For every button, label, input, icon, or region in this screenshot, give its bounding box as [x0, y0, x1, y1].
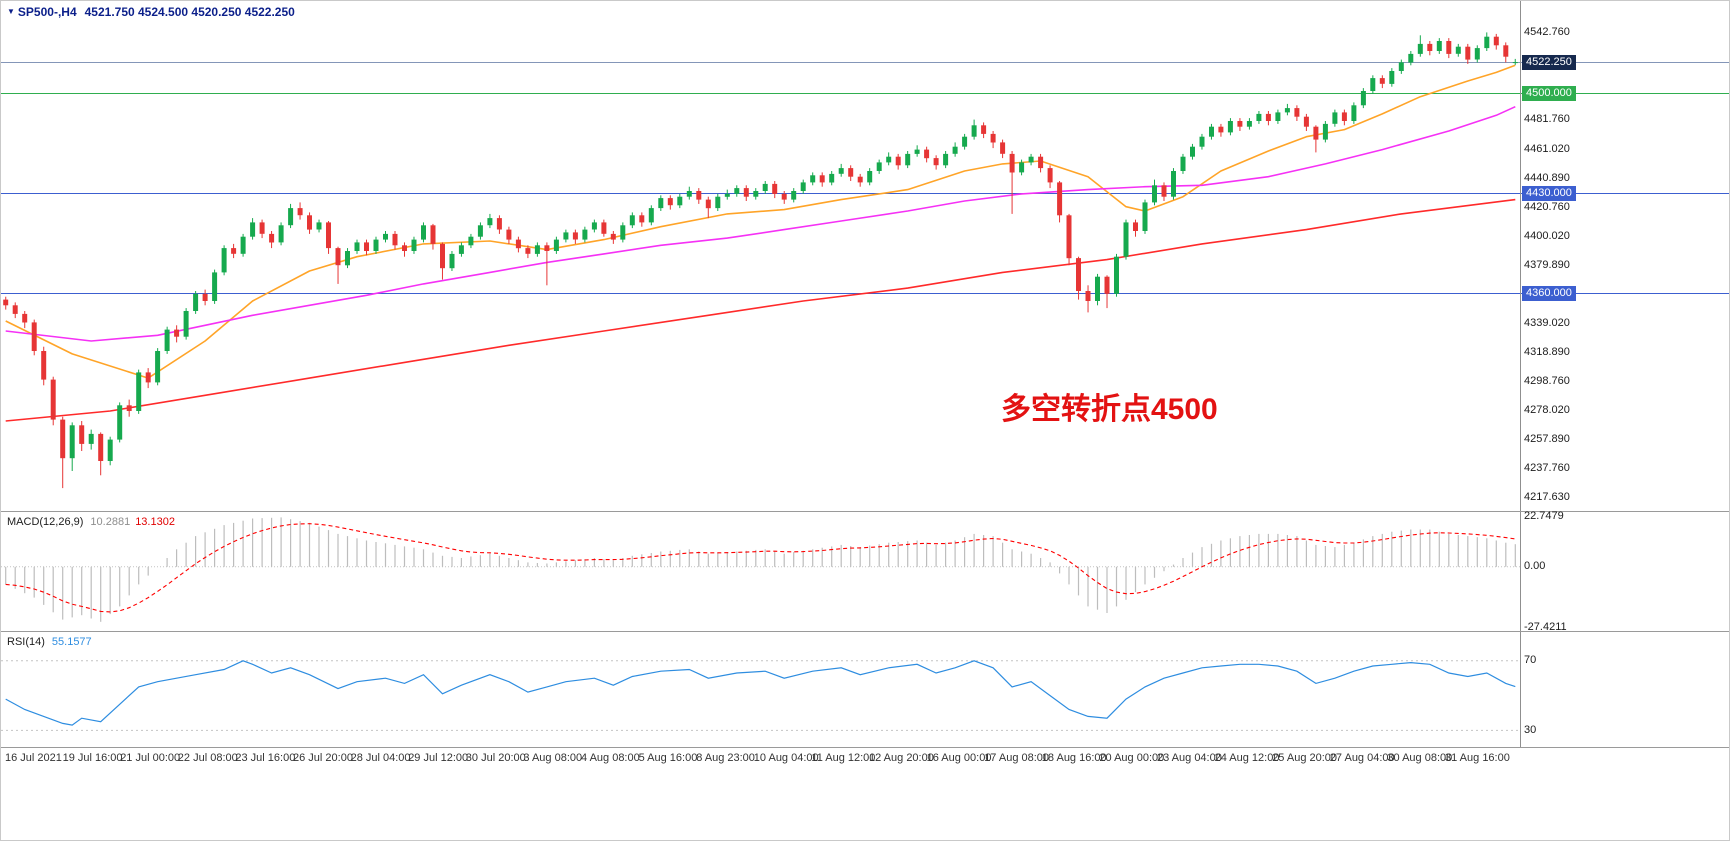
price-tag-4360.000: 4360.000	[1522, 286, 1576, 302]
price-tag-4500.000: 4500.000	[1522, 86, 1576, 102]
time-axis-label: 30 Aug 08:00	[1387, 752, 1453, 764]
rsi-level-label: 70	[1524, 654, 1537, 667]
overlay-ma-slow-red	[5, 198, 1516, 422]
panel-separator[interactable]	[1, 511, 1729, 512]
symbol-marker-icon: ▼	[7, 7, 15, 16]
price-scale-tick: 4481.760	[1524, 113, 1570, 126]
price-tag-4522.250: 4522.250	[1522, 54, 1576, 70]
chart-annotation[interactable]: 多空转折点4500	[1001, 393, 1218, 426]
price-scale-tick: 4542.760	[1524, 26, 1570, 39]
symbol-period-label: SP500-,H4	[17, 5, 77, 19]
price-scale-tick: 4440.890	[1524, 171, 1570, 184]
time-axis-label: 23 Jul 16:00	[235, 752, 296, 764]
rsi-plot-svg[interactable]	[1, 633, 1520, 746]
macd-plot-svg[interactable]	[1, 513, 1520, 631]
symbol-info: ▼ SP500-,H4 4521.750 4524.500 4520.250 452…	[7, 5, 295, 19]
overlay-ma-fast-orange	[5, 64, 1516, 379]
time-axis-label: 11 Aug 12:00	[811, 752, 876, 764]
ohlc-values: 4521.750 4524.500 4520.250 4522.250	[84, 5, 295, 19]
time-axis-label: 30 Jul 20:00	[465, 752, 526, 764]
time-axis-label: 29 Jul 12:00	[408, 752, 469, 764]
macd-histogram	[5, 517, 1516, 622]
rsi-panel[interactable]: RSI(14) 55.1577 70 30	[1, 633, 1729, 746]
hline-blue[interactable]	[1, 193, 1729, 195]
rsi-line	[5, 660, 1516, 726]
price-scale-tick: 4318.890	[1524, 346, 1570, 359]
price-scale-tick: 4461.020	[1524, 143, 1570, 156]
time-axis-label: 24 Aug 12:00	[1214, 752, 1280, 764]
price-tag-4430.000: 4430.000	[1522, 186, 1576, 202]
plot-scale-divider	[1520, 1, 1521, 747]
price-scale-tick: 4420.760	[1524, 200, 1570, 213]
time-axis-label: 8 Aug 23:00	[696, 752, 755, 764]
macd-info: MACD(12,26,9) 10.2881 13.1302	[7, 516, 175, 528]
time-axis-label: 26 Jul 20:00	[293, 752, 353, 764]
time-axis-label: 16 Aug 00:00	[926, 752, 992, 764]
price-scale-tick: 4400.020	[1524, 230, 1570, 243]
overlay-ma-mid-magenta	[5, 105, 1516, 342]
bid-price-line[interactable]	[1, 61, 1729, 63]
time-axis-label: 22 Jul 08:00	[177, 752, 238, 764]
price-scale-tick: 4278.020	[1524, 404, 1570, 417]
time-axis-label: 18 Aug 16:00	[1041, 752, 1107, 764]
macd-value: 10.2881	[90, 516, 131, 528]
time-axis-label: 10 Aug 04:00	[753, 752, 819, 764]
main-plot-svg[interactable]	[1, 1, 1520, 511]
time-axis-label: 16 Jul 2021	[5, 752, 62, 764]
price-scale-tick: 4217.630	[1524, 490, 1570, 503]
time-axis-label: 3 Aug 08:00	[523, 752, 583, 764]
macd-signal-value: 13.1302	[135, 516, 175, 528]
time-axis-label: 20 Aug 00:00	[1099, 752, 1165, 764]
rsi-level-label: 30	[1524, 723, 1537, 736]
macd-signal-line	[5, 523, 1516, 613]
candlestick-series	[3, 32, 1518, 489]
rsi-value: 55.1577	[51, 636, 92, 648]
panel-separator[interactable]	[1, 631, 1729, 632]
time-axis[interactable]: 16 Jul 2021 19 Jul 16:00 21 Jul 00:00 22 Ju…	[1, 747, 1729, 771]
time-axis-label: 27 Aug 04:00	[1329, 752, 1395, 764]
price-scale-tick: 4257.890	[1524, 433, 1570, 446]
time-axis-label: 19 Jul 16:00	[62, 752, 123, 764]
macd-scale-label: 0.00	[1524, 560, 1546, 573]
time-axis-label: 23 Aug 04:00	[1157, 752, 1222, 764]
macd-panel[interactable]: MACD(12,26,9) 10.2881 13.1302 22.7479 0.00 -…	[1, 510, 1729, 633]
macd-scale-label: -27.4211	[1524, 620, 1567, 633]
main-chart-panel[interactable]: ▼ SP500-,H4 4521.750 4524.500 4520.250 452…	[1, 1, 1729, 511]
time-axis-label: 4 Aug 08:00	[581, 752, 640, 764]
time-axis-label: 5 Aug 16:00	[638, 752, 698, 764]
time-axis-label: 25 Aug 20:00	[1272, 752, 1338, 764]
macd-scale-label: 22.7479	[1524, 510, 1564, 523]
price-scale-tick: 4298.760	[1524, 374, 1570, 387]
price-scale-tick: 4339.020	[1524, 317, 1570, 330]
price-scale-tick: 4237.760	[1524, 461, 1570, 474]
rsi-label: RSI(14)	[7, 636, 45, 648]
time-axis-label: 17 Aug 08:00	[984, 752, 1050, 764]
time-axis-label: 21 Jul 00:00	[120, 752, 181, 764]
price-scale-tick: 4379.890	[1524, 258, 1570, 271]
rsi-info: RSI(14) 55.1577	[7, 636, 92, 648]
time-axis-label: 31 Aug 16:00	[1445, 752, 1510, 764]
macd-label: MACD(12,26,9)	[7, 516, 84, 528]
time-axis-label: 28 Jul 04:00	[350, 752, 411, 764]
time-axis-label: 12 Aug 20:00	[869, 752, 934, 764]
hline-green[interactable]	[1, 93, 1729, 95]
